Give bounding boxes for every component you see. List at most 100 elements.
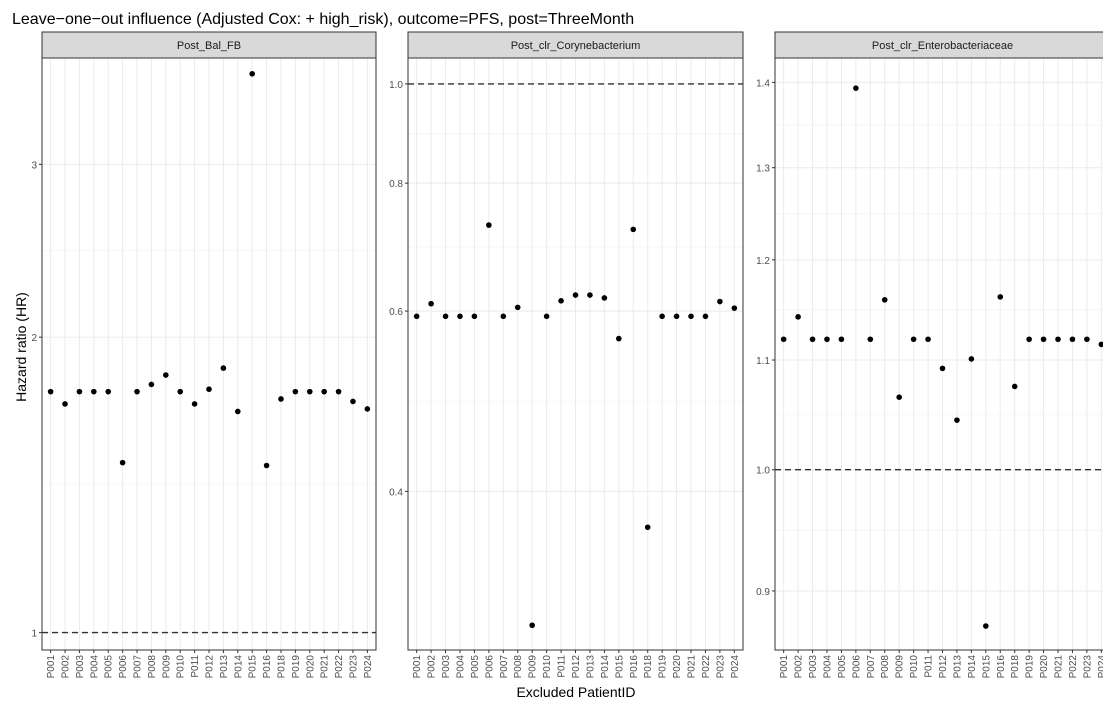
x-tick-label: P024	[1097, 655, 1103, 679]
x-tick-label: P008	[880, 655, 891, 679]
facet-strip-label: Post_clr_Enterobacteriaceae	[872, 40, 1013, 52]
data-point	[486, 222, 492, 228]
data-point	[867, 336, 874, 343]
grid-lines	[42, 58, 376, 650]
x-tick-label: P009	[161, 655, 172, 679]
data-point	[220, 365, 227, 371]
x-tick-label: P006	[484, 655, 495, 679]
data-point	[364, 406, 371, 412]
data-point	[529, 622, 535, 629]
data-point	[630, 226, 637, 233]
x-tick-label: P024	[730, 655, 741, 679]
data-point	[292, 388, 299, 395]
x-tick-label: P023	[348, 655, 359, 679]
y-tick-label: 1	[31, 629, 37, 640]
x-tick-label: P001	[412, 655, 423, 679]
data-point	[278, 396, 284, 402]
data-point	[558, 298, 564, 304]
x-tick-label: P014	[967, 655, 978, 679]
data-point	[1040, 336, 1047, 343]
data-point	[428, 300, 434, 307]
data-point	[673, 313, 680, 320]
y-tick-label: 0.8	[389, 179, 403, 190]
x-tick-label: P002	[794, 655, 805, 679]
y-tick-label: 1.0	[389, 80, 403, 91]
data-point	[968, 356, 975, 362]
x-tick-label: P018	[1010, 655, 1021, 679]
x-tick-label: P006	[851, 655, 862, 679]
x-tick-label: P021	[1054, 655, 1065, 679]
x-tick-label: P020	[305, 655, 316, 679]
x-tick-label: P015	[981, 655, 992, 679]
data-point	[105, 388, 112, 395]
x-tick-label: P016	[629, 655, 640, 679]
y-tick-label: 0.6	[389, 307, 403, 318]
data-point	[1084, 336, 1090, 343]
x-tick-label: P002	[61, 655, 72, 679]
facet-strip	[41, 31, 377, 59]
x-tick-label: P001	[46, 655, 57, 679]
x-tick-label: P012	[571, 655, 582, 679]
x-tick-label: P019	[291, 655, 302, 679]
data-point	[838, 336, 845, 343]
x-tick-label: P006	[118, 655, 129, 679]
x-tick-label: P008	[147, 655, 158, 679]
data-point	[1098, 341, 1103, 348]
data-point	[824, 336, 830, 343]
data-point	[659, 313, 665, 320]
data-point	[997, 294, 1004, 300]
data-point	[263, 462, 270, 469]
x-tick-label: P013	[585, 655, 596, 679]
x-tick-label: P016	[262, 655, 273, 679]
data-point	[1055, 336, 1061, 343]
x-tick-label: P011	[190, 655, 201, 678]
x-tick-label: P018	[643, 655, 654, 679]
x-tick-label: P005	[837, 655, 848, 679]
x-tick-label: P015	[248, 655, 259, 679]
x-tick-label: P024	[363, 655, 374, 679]
data-point	[731, 305, 738, 311]
x-tick-label: P021	[320, 655, 331, 679]
data-point	[1026, 336, 1032, 343]
x-tick-label: P004	[822, 655, 833, 679]
grid-lines	[775, 58, 1103, 650]
data-point	[954, 417, 960, 423]
data-point	[306, 388, 313, 395]
x-tick-label: P001	[779, 655, 790, 679]
data-point	[601, 295, 608, 301]
x-tick-label: P003	[75, 655, 86, 679]
x-tick-label: P007	[866, 655, 877, 679]
y-tick-label: 0.9	[756, 587, 770, 598]
data-point	[1069, 336, 1076, 343]
x-tick-label: P011	[557, 655, 568, 678]
y-tick-label: 1.3	[756, 164, 770, 175]
data-point	[457, 313, 463, 320]
x-tick-label: P003	[441, 655, 452, 679]
data-point	[644, 524, 651, 531]
facet-strip-label: Post_Bal_FB	[177, 40, 241, 52]
x-tick-label: P023	[1082, 655, 1093, 679]
x-tick-label: P022	[334, 655, 345, 679]
data-point	[163, 372, 169, 378]
data-point	[62, 401, 68, 407]
x-tick-label: P022	[701, 655, 712, 679]
x-tick-label: P005	[470, 655, 481, 679]
data-point	[795, 314, 801, 320]
data-point	[234, 408, 241, 415]
y-tick-label: 0.4	[389, 487, 403, 498]
data-point	[148, 381, 155, 388]
x-tick-label: P003	[808, 655, 819, 679]
x-tick-label: P016	[996, 655, 1007, 679]
x-axis-label: Excluded PatientID	[516, 684, 635, 700]
x-tick-label: P020	[1039, 655, 1050, 679]
data-point	[442, 313, 449, 320]
data-point	[76, 388, 83, 395]
data-point	[177, 388, 184, 395]
x-tick-label: P013	[952, 655, 963, 679]
x-tick-label: P023	[715, 655, 726, 679]
data-point	[688, 313, 694, 320]
data-point	[249, 70, 255, 77]
